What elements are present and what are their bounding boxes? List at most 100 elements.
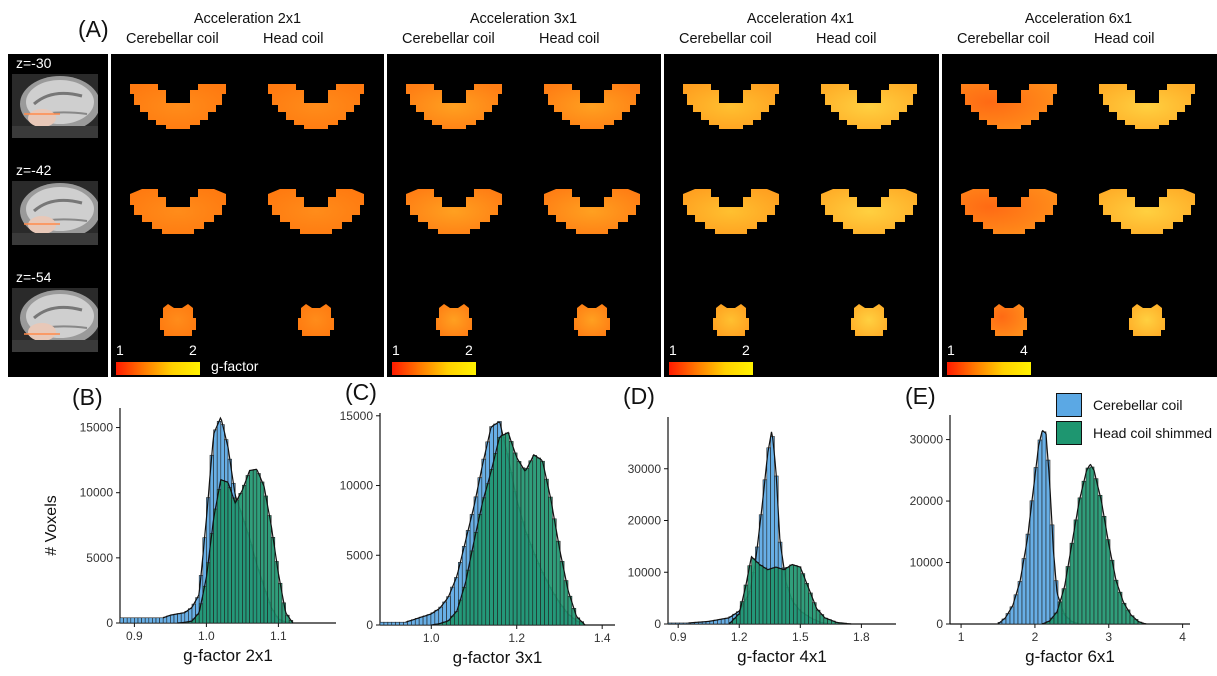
x-tick-label: 1.5 [792, 630, 809, 644]
coil-label-cerebellar: Cerebellar coil [402, 31, 495, 47]
column-title: Acceleration 4x1 [746, 11, 855, 27]
histogram-bar [260, 481, 265, 624]
colorbar-min: 1 [669, 342, 677, 358]
sagittal-thumbnail [12, 288, 98, 352]
histogram-bar [469, 550, 475, 626]
histogram-bar [1041, 431, 1047, 625]
slice-label: z=-54 [16, 269, 52, 285]
histogram-bar [1113, 579, 1119, 625]
histogram-bar [489, 469, 494, 626]
series-head-coil-shimmed [728, 555, 852, 625]
y-tick-label: 10000 [340, 479, 374, 493]
histogram-bar [1029, 500, 1035, 625]
gfactor-map-head [1129, 304, 1165, 336]
panel-letter: (C) [345, 379, 377, 405]
y-tick-label: 30000 [910, 433, 944, 447]
y-tick-label: 0 [106, 616, 113, 630]
histogram-bar [758, 565, 764, 625]
histogram-bar [422, 615, 428, 626]
histogram-bar [762, 567, 768, 625]
histogram-bar [134, 617, 139, 624]
coil-label-cerebellar: Cerebellar coil [679, 31, 772, 47]
colorbar-min: 1 [947, 342, 955, 358]
gfactor-map-cerebellar [436, 304, 472, 336]
x-tick-label: 2 [1032, 630, 1039, 644]
colorbar-max: 2 [742, 342, 750, 358]
histogram-bar [770, 567, 775, 625]
panel-letter-a: (A) [78, 16, 109, 42]
gfactor-map-head [851, 304, 887, 336]
y-tick-label: 10000 [628, 565, 662, 579]
histogram-bar [524, 468, 530, 626]
histogram-bar [245, 475, 250, 624]
histogram-bar [724, 617, 730, 625]
colorbar-min: 1 [116, 342, 124, 358]
histogram-bar [1093, 478, 1099, 625]
histogram-bar [173, 613, 178, 624]
x-tick-label: 1.1 [270, 629, 287, 643]
column-title: Acceleration 2x1 [193, 11, 302, 27]
gfactor-map-cerebellar [160, 304, 196, 336]
x-axis-label: g-factor 4x1 [737, 647, 827, 666]
coil-label-head: Head coil [263, 31, 324, 47]
column-title: Acceleration 6x1 [1024, 11, 1133, 27]
legend-label: Head coil shimmed [1093, 425, 1213, 441]
colorbar-max: 2 [189, 342, 197, 358]
histogram-bar [144, 617, 150, 624]
colorbar [947, 362, 1031, 375]
x-tick-label: 1.2 [508, 631, 525, 645]
legend-item: Head coil shimmed [1056, 421, 1217, 445]
histogram-bar [227, 487, 232, 624]
y-tick-label: 20000 [910, 494, 944, 508]
histogram-bar [544, 478, 549, 626]
gfactor-map-cerebellar [713, 304, 749, 336]
histogram-bar [379, 621, 385, 626]
gfactor-map-head [821, 84, 917, 129]
x-tick-label: 1.0 [423, 631, 440, 645]
histogram-bar [1081, 480, 1087, 625]
histogram-bar [238, 493, 243, 624]
histogram-bar [512, 452, 518, 626]
x-axis-label: g-factor 6x1 [1025, 647, 1115, 666]
histogram-bar [497, 437, 502, 626]
sagittal-thumbnail [12, 181, 98, 245]
y-tick-label: 0 [936, 617, 943, 631]
gfactor-map-cerebellar [683, 84, 779, 129]
histogram-bar [1077, 497, 1083, 625]
histogram-bar [774, 566, 779, 625]
histogram-bar [403, 621, 408, 626]
gfactor-map-head [1099, 84, 1195, 129]
histogram-bar [1033, 467, 1039, 625]
histogram-bar [667, 622, 673, 625]
histogram-bar [552, 518, 557, 626]
column-title: Acceleration 3x1 [469, 11, 578, 27]
histogram-bar [119, 617, 124, 624]
histogram-bar [155, 617, 160, 624]
histogram-bar [505, 432, 510, 626]
histogram-bar [387, 621, 393, 626]
x-axis-label: g-factor 3x1 [453, 648, 543, 667]
histogram-bar [395, 621, 400, 626]
histogram-bar [536, 457, 541, 626]
histogram-bar [781, 569, 787, 625]
panel-letter: (E) [905, 383, 936, 409]
histogram-bar [231, 497, 236, 624]
histogram-bar [141, 617, 146, 624]
series-head-coil-shimmed [177, 468, 294, 624]
histogram-bar [152, 617, 157, 624]
histogram-bar [555, 540, 561, 626]
histogram-bar [1069, 542, 1075, 625]
histogram-bar [520, 467, 526, 626]
histogram-bar [671, 622, 676, 625]
histogram-bar [516, 461, 522, 626]
histogram-bar [267, 515, 272, 624]
y-tick-label: 0 [366, 618, 373, 632]
histogram-bar [137, 617, 142, 624]
series-head-coil-shimmed [1041, 463, 1147, 625]
histogram-bar [130, 617, 135, 624]
density-curve [1042, 463, 1146, 625]
gfactor-map-head [821, 189, 917, 234]
histogram-bar [256, 473, 261, 624]
histogram-bar [426, 614, 432, 626]
